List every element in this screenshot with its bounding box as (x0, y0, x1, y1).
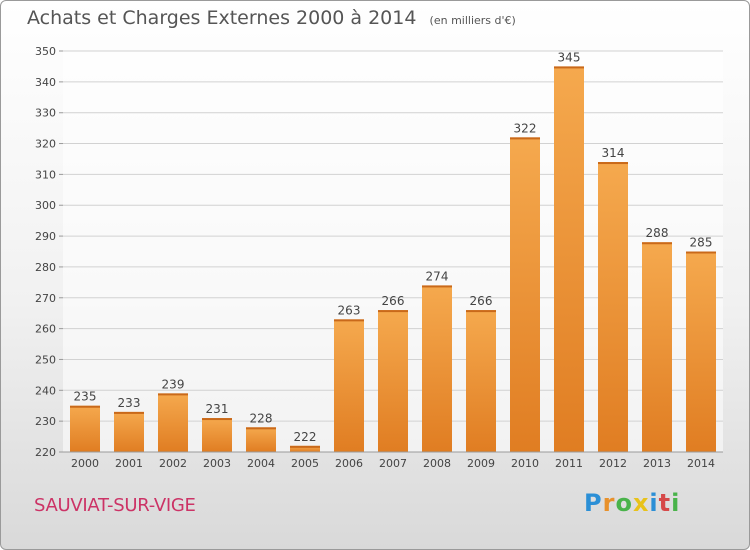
bar-cap (510, 137, 540, 140)
data-label: 322 (514, 121, 537, 135)
data-label: 274 (426, 269, 449, 283)
x-tick-label: 2004 (247, 457, 275, 470)
bar (378, 310, 408, 452)
bar-cap (202, 418, 232, 421)
y-tick-label: 340 (35, 76, 56, 89)
bar (466, 310, 496, 452)
data-label: 263 (338, 303, 361, 317)
bar (554, 66, 584, 452)
logo-letter: i (649, 489, 659, 517)
bar (598, 162, 628, 453)
logo-letter: r (602, 489, 616, 517)
x-tick-label: 2007 (379, 457, 407, 470)
bar-cap (290, 445, 320, 448)
bar-cap (642, 242, 672, 245)
bar (422, 285, 452, 452)
y-tick-label: 320 (35, 138, 56, 151)
x-tick-label: 2013 (643, 457, 671, 470)
bar (686, 251, 716, 452)
x-tick-label: 2011 (555, 457, 583, 470)
town-name: SAUVIAT-SUR-VIGE (34, 495, 196, 516)
data-label: 285 (690, 236, 713, 250)
data-label: 233 (118, 396, 141, 410)
bar-cap (422, 285, 452, 288)
x-tick-label: 2002 (159, 457, 187, 470)
bar (202, 418, 232, 452)
x-tick-label: 2003 (203, 457, 231, 470)
y-tick-label: 280 (35, 261, 56, 274)
x-tick-label: 2001 (115, 457, 143, 470)
bar-cap (466, 310, 496, 313)
data-label: 231 (206, 402, 229, 416)
data-label: 314 (602, 146, 625, 160)
y-tick-label: 230 (35, 415, 56, 428)
x-tick-label: 2010 (511, 457, 539, 470)
bar-cap (334, 319, 364, 322)
logo-letter: x (632, 489, 650, 517)
bar-cap (114, 411, 144, 414)
bar (70, 405, 100, 452)
data-label: 288 (646, 226, 669, 240)
y-tick-label: 290 (35, 230, 56, 243)
y-tick-label: 330 (35, 107, 56, 120)
bars (70, 66, 716, 453)
data-label: 345 (558, 50, 581, 64)
bar-cap (70, 405, 100, 408)
data-label: 266 (470, 294, 493, 308)
x-tick-label: 2008 (423, 457, 451, 470)
y-tick-label: 220 (35, 446, 56, 459)
bar-cap (554, 66, 584, 69)
x-axis-ticks: 2000 2001 2002 2003 2004 2005 2006 2007 2008 2009… (71, 457, 715, 470)
bar (246, 427, 276, 452)
data-label: 228 (250, 411, 273, 425)
bar (642, 242, 672, 452)
bar-cap (598, 162, 628, 165)
bar (510, 137, 540, 452)
logo-letter: o (615, 489, 633, 517)
y-tick-label: 300 (35, 199, 56, 212)
data-labels: 235 233 239 231 228 222 263 266 274 266 322 345 314 2… (74, 50, 713, 443)
proxiti-logo: Proxiti (584, 489, 680, 517)
data-label: 266 (382, 294, 405, 308)
x-tick-label: 2000 (71, 457, 99, 470)
logo-letter: t (658, 489, 672, 517)
y-tick-label: 240 (35, 384, 56, 397)
y-tick-label: 270 (35, 292, 56, 305)
chart-subtitle: (en milliers d'€) (429, 14, 516, 27)
y-tick-label: 310 (35, 168, 56, 181)
data-label: 222 (294, 430, 317, 444)
bar (114, 411, 144, 452)
bar (334, 319, 364, 452)
bar (158, 393, 188, 452)
x-tick-label: 2009 (467, 457, 495, 470)
chart-title: Achats et Charges Externes 2000 à 2014 (27, 7, 417, 29)
logo-letter: P (584, 489, 603, 517)
x-tick-label: 2012 (599, 457, 627, 470)
bar-cap (246, 427, 276, 430)
y-tick-label: 350 (35, 45, 56, 58)
bar-cap (378, 310, 408, 313)
x-tick-label: 2014 (687, 457, 715, 470)
chart-header: Achats et Charges Externes 2000 à 2014 (… (27, 7, 516, 29)
y-tick-label: 250 (35, 353, 56, 366)
x-tick-label: 2006 (335, 457, 363, 470)
y-tick-label: 260 (35, 323, 56, 336)
bar-cap (158, 393, 188, 396)
bar (290, 445, 320, 452)
logo-letter: i (671, 489, 681, 517)
data-label: 235 (74, 390, 97, 404)
bar-cap (686, 251, 716, 254)
y-axis-ticks: 220 230 240 250 260 270 280 290 300 310 320 330 340 3… (35, 45, 63, 459)
x-tick-label: 2005 (291, 457, 319, 470)
data-label: 239 (162, 377, 185, 391)
